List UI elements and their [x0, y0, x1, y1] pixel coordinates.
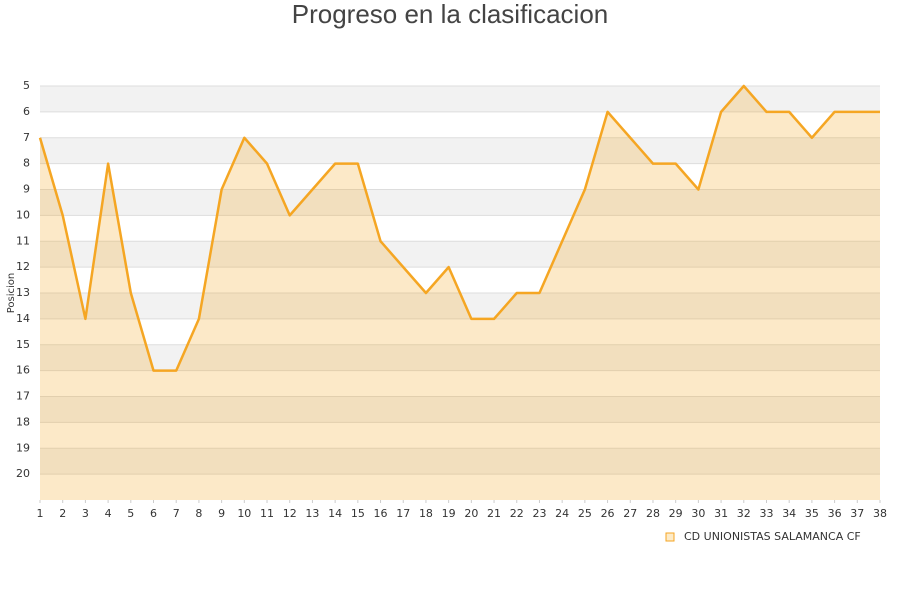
grid-band	[40, 293, 880, 319]
x-tick-label: 32	[737, 507, 751, 520]
x-tick-label: 27	[623, 507, 637, 520]
y-tick-label: 6	[23, 105, 30, 118]
y-tick-label: 9	[23, 183, 30, 196]
x-tick-label: 3	[82, 507, 89, 520]
grid-band	[40, 189, 880, 216]
x-tick-label: 17	[396, 507, 410, 520]
line	[38, 84, 880, 372]
x-tick-label: 16	[374, 507, 388, 520]
x-tick-label: 38	[873, 507, 887, 520]
x-tick-label: 29	[669, 507, 683, 520]
x-tick-label: 20	[464, 507, 478, 520]
grid-band	[40, 344, 880, 371]
x-tick-label: 14	[328, 507, 342, 520]
x-tick-label: 12	[283, 507, 297, 520]
y-tick-label: 18	[16, 415, 30, 428]
grid-band	[40, 137, 880, 164]
legend-label: CD UNIONISTAS SALAMANCA CF	[684, 530, 861, 543]
y-tick-label: 8	[23, 157, 30, 170]
y-tick-label: 20	[16, 467, 30, 480]
x-tick-label: 6	[150, 507, 157, 520]
x-tick-label: 34	[782, 507, 796, 520]
y-tick-label: 10	[16, 208, 30, 221]
y-tick-label: 5	[23, 79, 30, 92]
y-tick-label: 14	[16, 312, 30, 325]
x-tick-label: 7	[173, 507, 180, 520]
x-tick-label: 2	[59, 507, 66, 520]
x-tick-label: 8	[195, 507, 202, 520]
y-tick-label: 16	[16, 364, 30, 377]
x-tick-label: 25	[578, 507, 592, 520]
grid-band	[40, 396, 880, 423]
y-tick-label: 13	[16, 286, 30, 299]
x-tick-label: 4	[105, 507, 112, 520]
legend-marker	[665, 532, 675, 542]
x-tick-label: 36	[828, 507, 842, 520]
grid-band	[40, 448, 880, 475]
x-tick-label: 22	[510, 507, 524, 520]
y-tick-label: 15	[16, 338, 30, 351]
x-tick-label: 26	[601, 507, 615, 520]
y-tick-label: 17	[16, 390, 30, 403]
y-tick-label: 11	[16, 234, 30, 247]
y-tick-label: 12	[16, 260, 30, 273]
x-tick-label: 31	[714, 507, 728, 520]
x-tick-label: 1	[37, 507, 44, 520]
x-tick-label: 37	[850, 507, 864, 520]
x-tick-label: 23	[532, 507, 546, 520]
x-tick-label: 11	[260, 507, 274, 520]
x-tick-label: 19	[442, 507, 456, 520]
x-tick-label: 28	[646, 507, 660, 520]
x-tick-label: 21	[487, 507, 501, 520]
grid-band	[40, 241, 880, 268]
x-tick-label: 15	[351, 507, 365, 520]
y-tick-label: 7	[23, 131, 30, 144]
x-tick-label: 13	[305, 507, 319, 520]
y-tick-label: 19	[16, 441, 30, 454]
x-tick-label: 24	[555, 507, 569, 520]
x-tick-label: 18	[419, 507, 433, 520]
y-axis-label: Posicion	[6, 273, 17, 314]
chart-title: Progreso en la clasificacion	[292, 0, 609, 29]
x-tick-label: 9	[218, 507, 225, 520]
x-tick-label: 5	[127, 507, 134, 520]
x-tick-label: 10	[237, 507, 251, 520]
x-tick-label: 35	[805, 507, 819, 520]
x-tick-label: 30	[691, 507, 705, 520]
x-tick-label: 33	[759, 507, 773, 520]
